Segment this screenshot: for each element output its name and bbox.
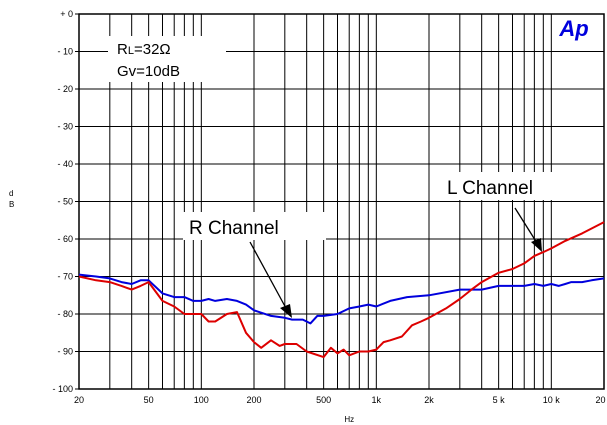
annotations: RL=32Ω Gv=10dB Ap R Channel L Channel (108, 16, 589, 318)
condition-load: RL=32Ω (117, 41, 171, 58)
y-tick-label: - 60 (57, 234, 73, 244)
l-channel-arrow (514, 207, 538, 244)
x-tick-label: 100 (194, 395, 209, 405)
y-tick-label: - 40 (57, 159, 73, 169)
series-lines (78, 221, 605, 359)
x-tick-label: 1k (372, 395, 382, 405)
y-tick-label: - 50 (57, 197, 73, 207)
x-axis-ticks: 20 50 100 200 500 1k 2k 5 k 10 k 20 k (74, 395, 607, 405)
series-line-l-channel (78, 221, 605, 359)
y-tick-label: - 70 (57, 272, 73, 282)
grid (78, 13, 605, 390)
r-channel-label: R Channel (189, 218, 279, 239)
r-channel-label-bg (183, 212, 326, 240)
ap-logo: Ap (558, 16, 588, 41)
series-line-r-channel (78, 273, 605, 325)
x-tick-label: 500 (316, 395, 331, 405)
x-tick-label: 10 k (543, 395, 561, 405)
l-channel-arrowhead (531, 238, 542, 252)
x-tick-label: 200 (246, 395, 261, 405)
r-channel-arrow (249, 241, 288, 311)
x-tick-label: 5 k (493, 395, 506, 405)
y-tick-label: - 20 (57, 84, 73, 94)
condition-gain: Gv=10dB (117, 63, 180, 80)
r-channel-arrowhead (280, 304, 292, 318)
y-tick-label: + 0 (60, 9, 73, 19)
y-tick-label: - 80 (57, 309, 73, 319)
l-channel-label-bg (440, 172, 581, 200)
x-axis-label: Hz (344, 415, 354, 424)
l-channel-label: L Channel (447, 178, 533, 199)
y-axis-ticks: + 0 - 10 - 20 - 30 - 40 - 50 - 60 - 70 - 80 - 90 -… (52, 9, 79, 394)
x-tick-label: 20 (74, 395, 84, 405)
axis-labels: d B Hz (9, 189, 354, 424)
x-tick-label: 2k (424, 395, 434, 405)
y-tick-label: - 30 (57, 122, 73, 132)
y-tick-label: - 100 (52, 384, 73, 394)
x-tick-label: 50 (144, 395, 154, 405)
y-tick-label: - 10 (57, 47, 73, 57)
x-tick-label: 20 k (595, 395, 607, 405)
y-tick-label: - 90 (57, 347, 73, 357)
conditions-box (108, 36, 226, 82)
